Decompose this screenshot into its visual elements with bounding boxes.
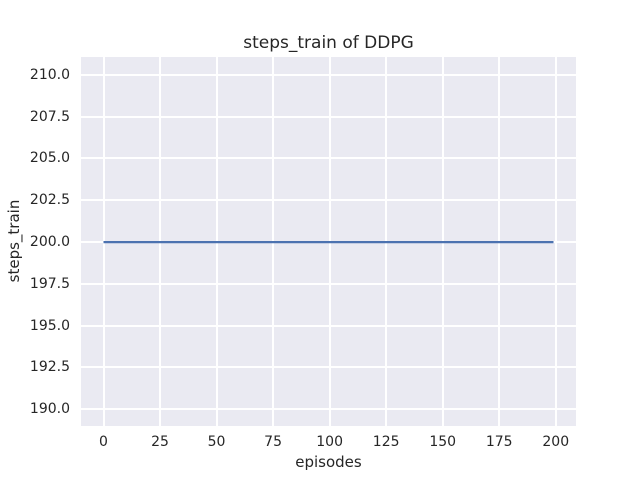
gridline-horizontal (81, 324, 576, 327)
y-tick-label: 197.5 (29, 275, 70, 292)
x-tick-label: 125 (372, 434, 400, 450)
y-tick-label: 205.0 (29, 150, 70, 167)
gridline-horizontal (81, 157, 576, 160)
x-axis-label: episodes (295, 453, 362, 471)
y-tick-label: 195.0 (29, 317, 70, 334)
x-tick-label: 200 (542, 434, 570, 450)
y-tick-label: 207.5 (29, 108, 70, 125)
x-tick-label: 0 (99, 434, 108, 450)
x-tick-label: 175 (485, 434, 513, 450)
gridline-horizontal (81, 115, 576, 118)
gridline-horizontal (81, 199, 576, 202)
x-tick-label: 75 (264, 434, 283, 450)
x-tick-label: 100 (316, 434, 343, 450)
y-axis-label: steps_train (5, 199, 23, 283)
gridline-horizontal (81, 408, 576, 411)
y-tick-label: 210.0 (29, 66, 70, 83)
y-tick-label: 190.0 (29, 401, 70, 418)
x-tick-label: 25 (151, 434, 169, 450)
gridline-horizontal (81, 282, 576, 285)
y-tick-label: 192.5 (29, 359, 70, 376)
series-svg (103, 241, 554, 244)
y-tick-label: 200.0 (29, 234, 70, 251)
gridline-horizontal (81, 73, 576, 76)
x-tick-label: 50 (207, 434, 226, 450)
gridline-horizontal (81, 366, 576, 369)
chart-title: steps_train of DDPG (243, 33, 414, 53)
y-tick-label: 202.5 (29, 192, 70, 209)
plot-area (81, 57, 576, 426)
x-tick-label: 150 (429, 434, 457, 450)
